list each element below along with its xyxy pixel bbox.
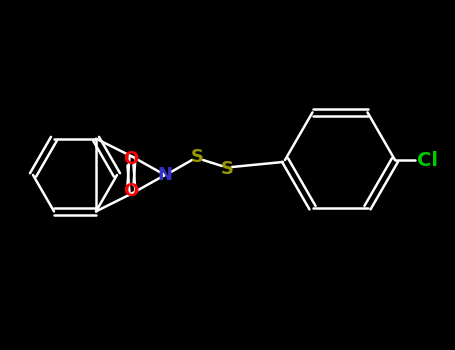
- Text: S: S: [191, 148, 203, 166]
- Text: O: O: [123, 150, 138, 168]
- Text: N: N: [157, 166, 172, 184]
- Text: Cl: Cl: [416, 150, 438, 169]
- Text: O: O: [123, 182, 138, 200]
- Text: S: S: [221, 160, 233, 178]
